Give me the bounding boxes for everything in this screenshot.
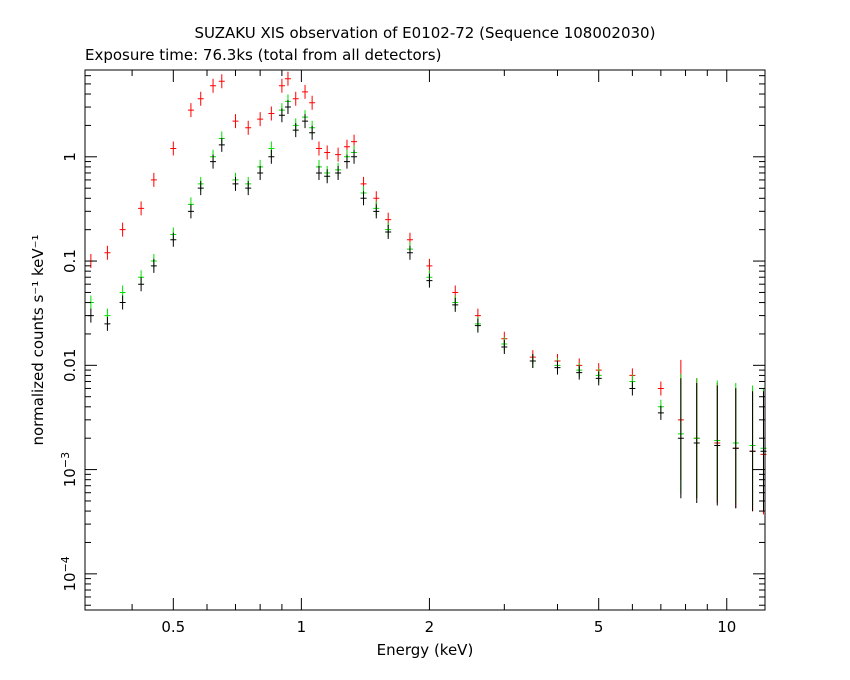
data-point: [150, 258, 157, 273]
y-tick-label: 10−3: [59, 452, 79, 487]
data-point: [732, 388, 739, 509]
series-1: [87, 94, 767, 509]
data-point: [284, 71, 291, 86]
data-point: [677, 378, 684, 499]
data-point: [309, 125, 316, 140]
data-point: [104, 316, 111, 331]
data-point: [232, 114, 239, 129]
plot-frame: [84, 69, 766, 611]
data-point: [714, 385, 721, 506]
ticks-layer: 0.5 1 2 5 10 1 0.1 0.01 10−3 10−4: [59, 70, 765, 636]
series-0: [87, 71, 767, 515]
data-point: [104, 245, 111, 260]
data-point: [302, 84, 309, 99]
data-point: [529, 354, 536, 369]
data-point: [373, 204, 380, 219]
data-point: [245, 181, 252, 196]
data-point: [360, 191, 367, 206]
data-point: [385, 224, 392, 239]
data-point: [268, 106, 275, 121]
data-point: [452, 297, 459, 312]
data-point: [309, 95, 316, 110]
data-point: [138, 277, 145, 292]
data-point: [335, 165, 342, 180]
data-point: [474, 318, 481, 333]
data-point: [150, 172, 157, 187]
x-tick-label: 1: [297, 618, 307, 636]
data-point: [187, 204, 194, 219]
data-point: [693, 382, 700, 503]
data-point: [576, 365, 583, 380]
data-point: [197, 91, 204, 106]
data-point: [554, 360, 561, 375]
data-point: [284, 100, 291, 115]
data-point: [595, 371, 602, 386]
data-point: [170, 232, 177, 247]
data-point: [749, 391, 756, 512]
data-point: [324, 145, 331, 160]
data-point: [218, 74, 225, 89]
data-point: [257, 112, 264, 127]
series-layer: [87, 71, 767, 515]
data-point: [315, 165, 322, 180]
x-tick-label: 2: [425, 618, 435, 636]
data-point: [210, 78, 217, 93]
y-tick-label: 1: [61, 152, 79, 162]
series-2: [87, 100, 767, 512]
data-point: [335, 147, 342, 162]
data-point: [501, 339, 508, 354]
chart-title: SUZAKU XIS observation of E0102-72 (Sequ…: [195, 24, 656, 42]
y-tick-label: 0.01: [61, 349, 79, 382]
data-point: [657, 405, 664, 420]
data-point: [426, 273, 433, 288]
data-point: [351, 149, 358, 164]
data-point: [657, 381, 664, 396]
data-point: [268, 149, 275, 164]
y-tick-label: 10−4: [59, 556, 79, 591]
data-point: [138, 201, 145, 216]
data-point: [257, 165, 264, 180]
data-point: [629, 381, 636, 396]
x-axis-label: Energy (keV): [377, 641, 474, 659]
data-point: [245, 120, 252, 135]
data-point: [119, 222, 126, 237]
data-point: [170, 141, 177, 156]
x-tick-label: 10: [717, 618, 736, 636]
chart-subtitle: Exposure time: 76.3ks (total from all de…: [85, 46, 441, 64]
data-point: [232, 176, 239, 191]
data-point: [292, 91, 299, 106]
data-point: [315, 141, 322, 156]
data-point: [292, 123, 299, 138]
data-point: [760, 391, 767, 512]
data-point: [343, 154, 350, 169]
y-tick-label: 0.1: [61, 249, 79, 273]
x-tick-label: 5: [594, 618, 604, 636]
data-point: [210, 154, 217, 169]
data-point: [197, 181, 204, 196]
data-point: [406, 245, 413, 260]
data-point: [218, 137, 225, 152]
data-point: [278, 108, 285, 123]
x-tick-label: 0.5: [161, 618, 185, 636]
data-point: [187, 103, 194, 118]
data-point: [278, 78, 285, 93]
data-point: [302, 114, 309, 129]
y-axis-label: normalized counts s⁻¹ keV⁻¹: [29, 234, 47, 445]
data-point: [324, 169, 331, 184]
data-point: [119, 295, 126, 310]
